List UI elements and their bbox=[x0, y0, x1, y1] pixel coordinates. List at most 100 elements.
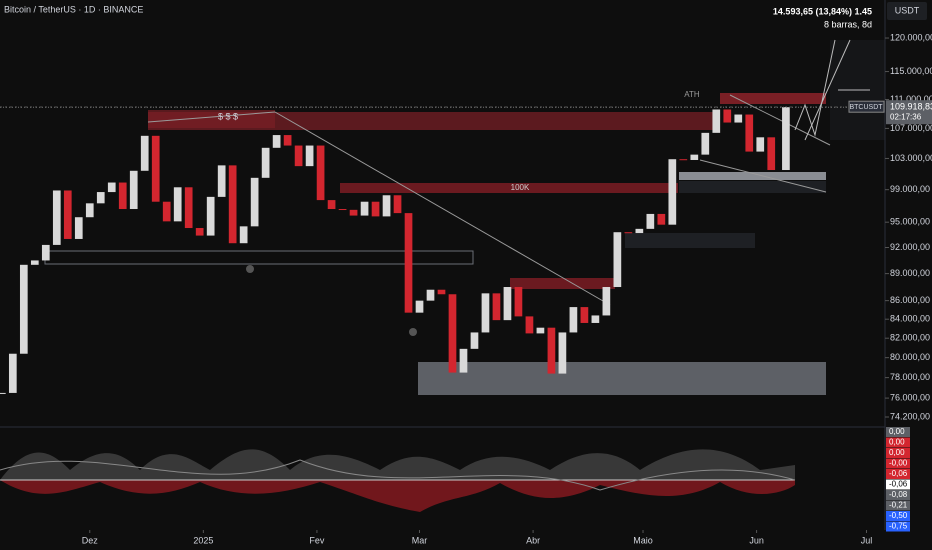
candle bbox=[195, 228, 204, 236]
candle bbox=[338, 209, 347, 211]
zone bbox=[720, 93, 826, 104]
candle bbox=[459, 348, 468, 373]
candle bbox=[382, 195, 391, 217]
zone bbox=[340, 183, 678, 193]
oscillator-label: -0,50 bbox=[889, 511, 908, 520]
candle bbox=[360, 201, 369, 216]
candle bbox=[602, 287, 611, 316]
y-tick-label: 120.000,00 bbox=[890, 32, 932, 42]
x-tick-label: Abr bbox=[526, 535, 540, 545]
oscillator-label: -0,75 bbox=[889, 522, 908, 531]
candle bbox=[19, 264, 28, 354]
y-tick-label: 99.000,00 bbox=[890, 184, 930, 194]
candle bbox=[712, 109, 721, 133]
candle bbox=[371, 201, 380, 217]
candle bbox=[734, 114, 743, 123]
candle bbox=[782, 107, 790, 171]
projection bbox=[804, 39, 851, 141]
candle bbox=[217, 165, 226, 197]
zone bbox=[679, 172, 826, 180]
candle bbox=[239, 226, 248, 244]
oscillator-label: 0,00 bbox=[889, 438, 905, 447]
y-tick-label: 89.000,00 bbox=[890, 268, 930, 278]
header-title: Bitcoin / TetherUS · 1D · BINANCE bbox=[4, 4, 143, 14]
candle bbox=[8, 353, 17, 393]
trendline bbox=[729, 94, 831, 146]
candle bbox=[591, 315, 600, 323]
y-tick-label: 111.000,00 bbox=[890, 94, 932, 104]
y-tick-label: 115.000,00 bbox=[890, 66, 932, 76]
oscillator-label: 0,00 bbox=[889, 427, 905, 436]
candle bbox=[679, 159, 688, 161]
candle bbox=[558, 332, 567, 374]
candle bbox=[404, 213, 413, 313]
candle bbox=[448, 294, 457, 373]
y-tick-label: 95.000,00 bbox=[890, 217, 930, 227]
oscillator-line bbox=[0, 459, 796, 491]
candle bbox=[613, 232, 622, 288]
currency[interactable]: USDT bbox=[895, 5, 920, 15]
candle bbox=[107, 182, 116, 193]
candle bbox=[503, 287, 512, 321]
candle bbox=[514, 287, 523, 317]
oscillator-area bbox=[0, 449, 795, 480]
candle bbox=[283, 135, 292, 146]
trendline bbox=[147, 111, 276, 123]
candle bbox=[294, 145, 303, 167]
projection bbox=[794, 39, 836, 137]
candle bbox=[52, 190, 61, 245]
candle bbox=[492, 293, 501, 321]
candle bbox=[635, 228, 644, 234]
oscillator-label-box bbox=[886, 479, 910, 490]
candle bbox=[437, 289, 446, 295]
measure-label: 14.593,65 (13,84%) 1.45 bbox=[773, 6, 872, 16]
trendline bbox=[699, 159, 827, 193]
candle bbox=[151, 135, 160, 202]
zone bbox=[148, 112, 720, 130]
oscillator-label: -0,08 bbox=[889, 490, 908, 499]
candle bbox=[701, 132, 710, 155]
oscillator-label: -0,00 bbox=[889, 459, 908, 468]
candle bbox=[426, 289, 435, 301]
candle bbox=[690, 154, 699, 160]
oscillator-area bbox=[0, 480, 795, 512]
oscillator-label: -0,06 bbox=[889, 480, 908, 489]
annotation: 100K bbox=[511, 183, 530, 192]
y-tick-label: 107.000,00 bbox=[890, 123, 932, 133]
candle bbox=[118, 182, 127, 210]
oscillator bbox=[0, 449, 796, 512]
marker bbox=[409, 328, 417, 336]
candle bbox=[261, 147, 270, 178]
marker bbox=[246, 265, 254, 273]
currency-box[interactable] bbox=[887, 2, 927, 20]
y-tick-label: 78.000,00 bbox=[890, 372, 930, 382]
candle bbox=[668, 159, 677, 225]
y-tick-label: 76.000,00 bbox=[890, 392, 930, 402]
candle bbox=[646, 213, 655, 229]
oscillator-label-box bbox=[886, 448, 910, 458]
y-tick-label: 92.000,00 bbox=[890, 242, 930, 252]
oscillator-label-box bbox=[886, 521, 910, 532]
candle bbox=[745, 114, 754, 152]
candle bbox=[129, 170, 138, 210]
candle bbox=[569, 307, 578, 333]
symbol-label: BTCUSDT bbox=[849, 104, 883, 111]
annotation: ATH bbox=[684, 90, 700, 99]
oscillator-label-box bbox=[886, 500, 910, 511]
x-tick-label: Dez bbox=[82, 535, 99, 545]
candle bbox=[547, 327, 556, 374]
candle bbox=[250, 177, 259, 227]
candle bbox=[305, 145, 314, 167]
candle bbox=[316, 145, 325, 201]
candle bbox=[415, 300, 424, 313]
y-tick-label: 86.000,00 bbox=[890, 295, 930, 305]
candle bbox=[536, 327, 545, 334]
candle bbox=[85, 203, 94, 218]
oscillator-label-box bbox=[886, 490, 910, 500]
oscillator-label-box bbox=[886, 469, 910, 479]
annotation: $ $ $ bbox=[218, 111, 238, 121]
candle bbox=[723, 109, 732, 123]
candle bbox=[327, 200, 336, 210]
y-tick-label: 84.000,00 bbox=[890, 314, 930, 324]
symbol-box bbox=[848, 100, 885, 113]
